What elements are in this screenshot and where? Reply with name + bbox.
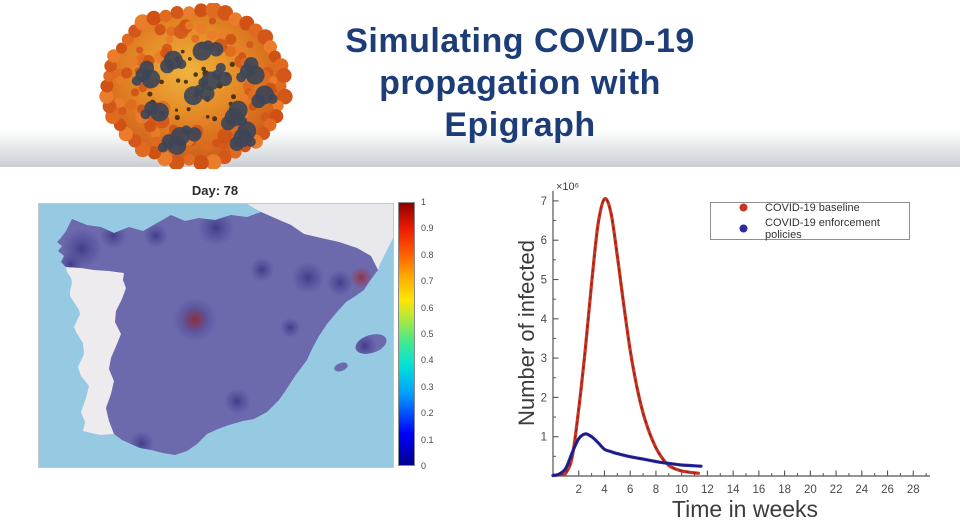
legend-dot-enforcement-icon <box>739 224 748 233</box>
x-tick-label: 26 <box>881 484 894 496</box>
y-tick-label: 4 <box>541 314 548 326</box>
x-tick-label: 16 <box>752 484 765 496</box>
x-tick-label: 22 <box>830 484 843 496</box>
x-tick-label: 12 <box>701 484 714 496</box>
colorbar-tick-label: 1 <box>421 197 427 207</box>
legend-item-baseline: COVID-19 baseline <box>739 202 909 214</box>
x-tick-label: 14 <box>727 484 740 496</box>
hotspot-dark <box>250 257 274 282</box>
banner-title-line: propagation with <box>379 64 661 102</box>
hotspot-dark <box>280 317 301 338</box>
hotspot-red <box>350 266 373 289</box>
hotspot-dark <box>143 223 168 248</box>
colorbar <box>398 202 415 466</box>
legend-label-baseline: COVID-19 baseline <box>765 201 860 214</box>
banner-title-line: Simulating COVID-19 <box>345 22 695 60</box>
colorbar-tick-label: 0.2 <box>421 408 434 419</box>
x-tick-label: 4 <box>601 484 608 496</box>
infection-hotspots <box>58 212 377 455</box>
y-tick-label: 2 <box>541 392 547 404</box>
portugal-region <box>66 267 126 435</box>
hotspot-dark <box>224 388 251 415</box>
x-tick-label: 10 <box>675 484 688 496</box>
x-tick-label: 28 <box>907 484 920 496</box>
banner-title: Simulating COVID-19 propagation with Epi… <box>300 20 740 146</box>
infections-chart: 2 4 6 8 10 12 14 16 18 20 22 24 26 28 1 2 3 4 5 6 7 <box>480 180 960 524</box>
y-axis-scale-label: ×10⁶ <box>556 181 580 193</box>
colorbar-tick-label: 0.3 <box>421 381 434 392</box>
x-tick-label: 6 <box>627 484 633 496</box>
y-tick-label: 5 <box>541 274 547 286</box>
x-tick-label: 2 <box>576 484 582 496</box>
y-tick-label: 3 <box>541 353 547 365</box>
spain-map-panel <box>38 203 394 468</box>
x-tick-label: 24 <box>855 484 868 496</box>
header-banner: Simulating COVID-19 propagation with Epi… <box>0 0 960 169</box>
legend-dot-baseline-icon <box>739 203 748 212</box>
x-tick-label: 8 <box>653 484 659 496</box>
spain-heatmap <box>39 204 393 467</box>
y-tick-label: 6 <box>541 235 547 247</box>
y-tick-label: 7 <box>541 196 547 208</box>
series-line-0 <box>551 196 700 477</box>
x-axis-label: Time in weeks <box>671 496 819 522</box>
colorbar-tick-label: 0.6 <box>421 302 434 313</box>
france-region <box>247 204 393 270</box>
coronavirus-icon <box>99 3 293 169</box>
map-day-label: Day: 78 <box>191 183 239 198</box>
x-tick-label: 18 <box>778 484 791 496</box>
legend-item-enforcement: COVID-19 enforcement policies <box>739 217 909 241</box>
y-axis-label: Number of infected <box>514 240 539 426</box>
colorbar-tick-label: 0.8 <box>421 249 434 260</box>
colorbar-tick-label: 0.5 <box>421 329 434 339</box>
colorbar-tick-label: 0 <box>421 461 427 471</box>
colorbar-tick-label: 0.1 <box>421 434 434 445</box>
hotspot-dark <box>326 269 353 296</box>
x-tick-label: 20 <box>804 484 817 496</box>
banner-title-line: Epigraph <box>444 106 596 144</box>
y-tick-label: 1 <box>541 432 547 444</box>
colorbar-tick-label: 0.4 <box>421 355 434 366</box>
hotspot-dark <box>292 261 324 294</box>
colorbar-tick-label: 0.7 <box>421 276 434 287</box>
chart-legend: COVID-19 baseline COVID-19 enforcement p… <box>710 202 910 241</box>
legend-label-enforcement: COVID-19 enforcement policies <box>765 216 880 241</box>
series-core-1 <box>552 433 702 477</box>
hotspot-red <box>181 306 208 333</box>
series-core-0 <box>552 197 699 476</box>
colorbar-tick-label: 0.9 <box>421 223 434 234</box>
